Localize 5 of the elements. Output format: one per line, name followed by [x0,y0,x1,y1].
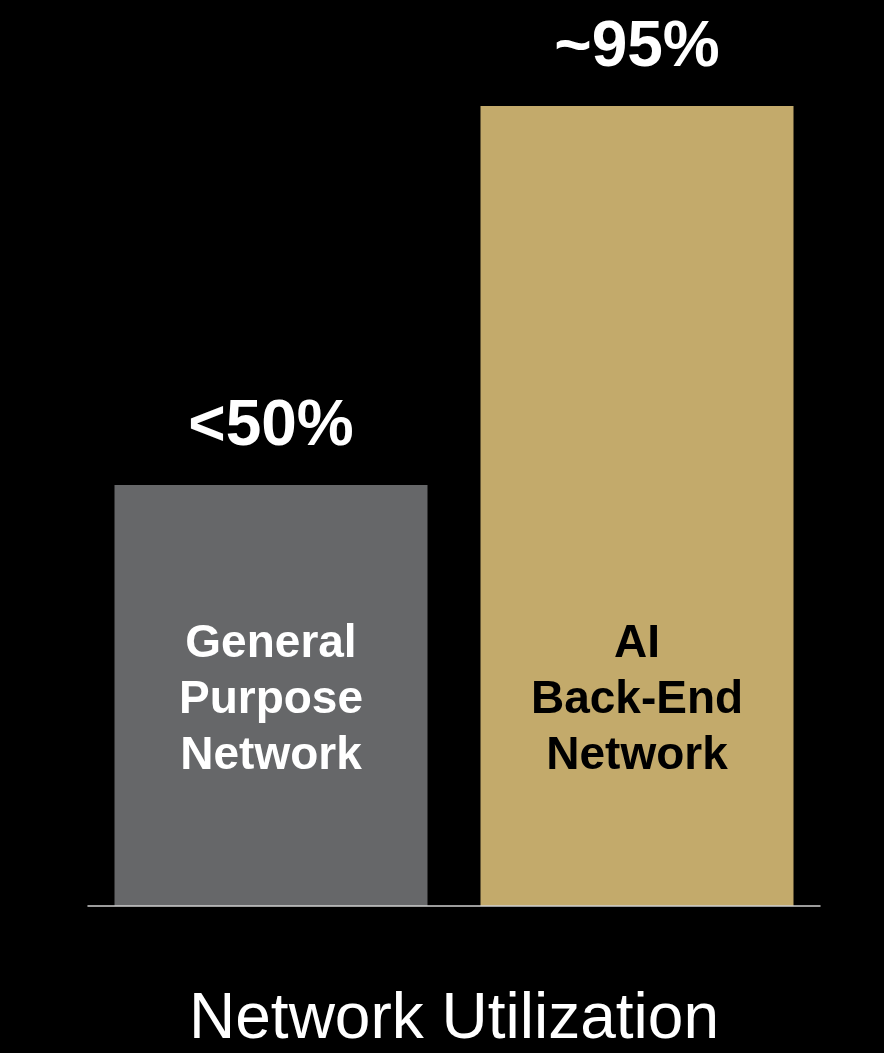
x-tick-label: AI Back-End Network [530,615,744,779]
x-axis-title: Network Utilization [189,980,719,1052]
data-label: <50% [188,387,354,459]
data-label: ~95% [554,8,720,81]
x-tick-label: General Purpose Network [178,615,364,779]
